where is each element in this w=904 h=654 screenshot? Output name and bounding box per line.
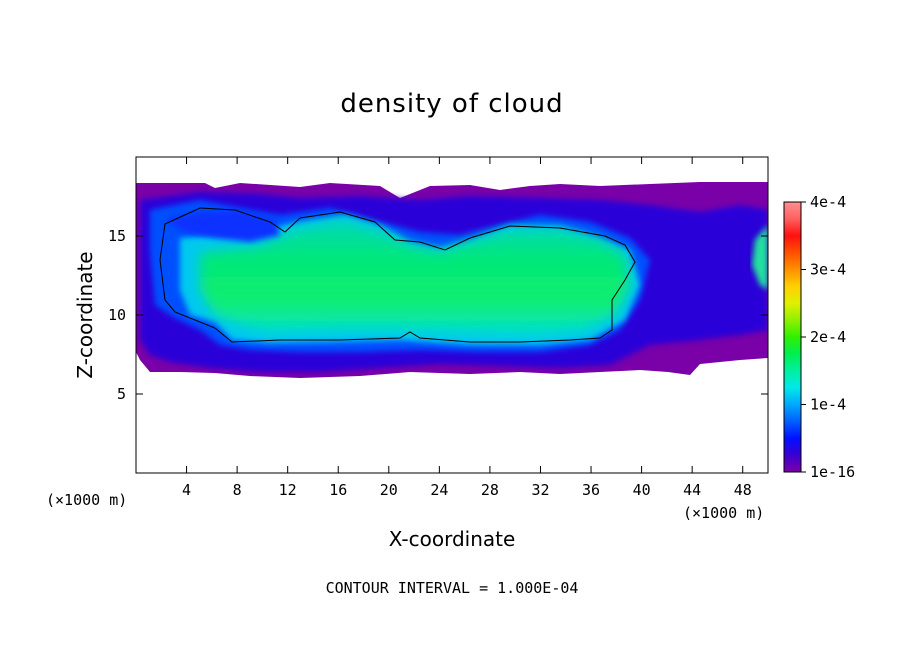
x-tick-label: 20 <box>380 481 398 499</box>
contour-interval-note: CONTOUR INTERVAL = 1.000E-04 <box>326 579 579 597</box>
y-axis-label: Z-coordinate <box>73 251 97 378</box>
x-tick-label: 8 <box>233 481 242 499</box>
field-right-swirl <box>752 225 768 290</box>
colorbar-tick-label: 2e-4 <box>810 328 846 346</box>
y-tick-label: 15 <box>108 227 126 245</box>
x-tick-label: 4 <box>182 481 191 499</box>
contour-line <box>159 207 636 343</box>
field-core <box>200 220 630 335</box>
y-unit-label: (×1000 m) <box>46 491 127 509</box>
x-tick-label: 36 <box>582 481 600 499</box>
y-tick-label: 5 <box>117 385 126 403</box>
x-tick-label: 32 <box>531 481 549 499</box>
x-tick-label: 44 <box>683 481 701 499</box>
x-unit-label: (×1000 m) <box>683 504 764 522</box>
chart-title: density of cloud <box>340 89 563 119</box>
x-tick-label: 28 <box>481 481 499 499</box>
x-tick-label: 12 <box>279 481 297 499</box>
x-tick-label: 24 <box>430 481 448 499</box>
colorbar <box>783 201 802 473</box>
x-axis-label: X-coordinate <box>389 527 516 551</box>
density-field <box>136 182 768 378</box>
y-tick-label: 10 <box>108 306 126 324</box>
x-tick-label: 40 <box>633 481 651 499</box>
colorbar-tick-label: 1e-16 <box>810 463 855 481</box>
field-left-swirl <box>165 210 280 242</box>
x-tick-label: 16 <box>329 481 347 499</box>
colorbar-tick-label: 1e-4 <box>810 396 846 414</box>
colorbar-tick-label: 4e-4 <box>810 193 846 211</box>
colorbar-tick-label: 3e-4 <box>810 261 846 279</box>
colorbar-labels: 1e-16 1e-4 2e-4 3e-4 4e-4 <box>801 193 855 481</box>
x-tick-label: 48 <box>734 481 752 499</box>
